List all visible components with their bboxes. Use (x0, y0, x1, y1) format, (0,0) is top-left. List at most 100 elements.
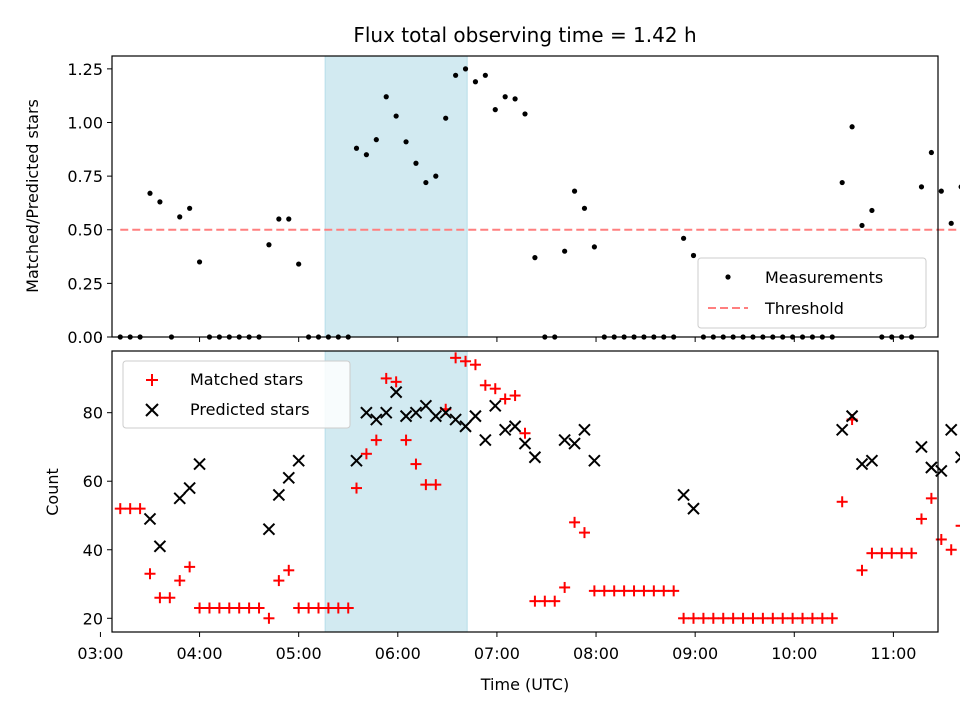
matched-star-point (134, 503, 146, 515)
bottom-axes-frame (111, 350, 939, 633)
top-ytick-label: 0.75 (67, 167, 103, 186)
predicted-stars-points (143, 385, 960, 553)
chart-title: Flux total observing time = 1.42 h (353, 23, 696, 47)
matched-star-point (945, 544, 957, 556)
top-legend: Measurements Threshold (697, 257, 927, 329)
measurement-point (413, 160, 419, 166)
measurement-point (177, 214, 183, 220)
predicted-star-point (687, 502, 700, 515)
matched-star-point (648, 585, 660, 597)
matched-star-point (836, 496, 848, 508)
predicted-star-point (578, 423, 591, 437)
measurement-point (472, 79, 479, 85)
matched-star-point (273, 575, 285, 587)
measurement-point (353, 145, 360, 151)
x-b (845, 409, 859, 423)
matched-star-point (638, 585, 650, 597)
matched-star-point (767, 612, 779, 624)
measurement-point (869, 207, 875, 214)
measurement-point (690, 252, 697, 259)
x-b (489, 399, 502, 413)
matched-star-point (203, 602, 215, 614)
matched-star-point (955, 524, 960, 527)
top-ytick-label: 0.50 (67, 221, 103, 240)
x-b (558, 433, 571, 447)
predicted-star-point (469, 409, 482, 423)
top-legend-box (697, 257, 927, 329)
x-b (449, 413, 462, 426)
top-ytick-label: 1.25 (67, 60, 103, 79)
predicted-star-point (350, 454, 363, 467)
matched-star-point (499, 393, 511, 405)
matched-star-point (737, 612, 749, 624)
x-b (508, 420, 522, 433)
x-b (292, 454, 305, 467)
matched-star-point (578, 527, 590, 539)
predicted-star-point (183, 481, 196, 495)
predicted-star-point (568, 437, 581, 450)
x-axis-label: Time (UTC) (480, 675, 569, 694)
measurement-point (187, 205, 193, 211)
measurement-point (147, 190, 153, 196)
predicted-star-point (272, 488, 286, 502)
matched-star-point (519, 427, 531, 439)
x-b (687, 502, 700, 515)
matched-star-point (906, 547, 918, 559)
measurement-point (849, 124, 855, 130)
x-b (193, 457, 206, 471)
predicted-star-point (429, 409, 442, 423)
x-b (568, 437, 581, 450)
matched-star-point (313, 602, 324, 614)
matched-star-point (184, 561, 196, 573)
matched-star-point (194, 602, 206, 614)
measurement-point (571, 188, 578, 194)
x-b (399, 409, 413, 423)
predicted-star-point (677, 488, 690, 502)
measurement-point (859, 222, 865, 229)
x-b (469, 409, 482, 423)
predicted-star-point (945, 423, 958, 437)
measurement-point (482, 72, 488, 78)
predicted-star-point (588, 454, 601, 467)
matched-star-point (342, 602, 354, 614)
measurement-point (423, 179, 429, 186)
x-b (865, 454, 879, 467)
bottom-xtick-label: 07:00 (474, 644, 520, 663)
matched-star-point (559, 581, 571, 593)
x-b (835, 423, 849, 437)
predicted-star-point (360, 406, 373, 419)
matched-star-point (549, 595, 561, 607)
measurement-point (918, 184, 925, 190)
predicted-star-point (459, 420, 472, 433)
x-b (945, 423, 958, 437)
measurement-point (393, 113, 399, 119)
matched-star-point (697, 612, 709, 624)
matched-star-point (350, 482, 362, 494)
legend-measurements-label: Measurements (765, 268, 883, 287)
measurement-point (928, 149, 934, 156)
bottom-xtick-label: 03:00 (77, 644, 123, 663)
predicted-star-point (380, 406, 393, 419)
x-b (677, 488, 690, 502)
matched-star-point (332, 602, 344, 614)
matched-star-point (806, 612, 818, 624)
matched-star-point (588, 585, 600, 597)
bottom-ytick-label: 20 (83, 609, 103, 628)
measurement-point (532, 255, 538, 261)
matched-star-point (529, 595, 541, 607)
measurement-point (502, 94, 508, 100)
matched-star-point (164, 592, 176, 604)
measurement-point (522, 111, 528, 117)
top-x-ticks (99, 337, 894, 342)
matched-star-point (876, 547, 888, 559)
predicted-star-point (449, 413, 462, 426)
x-b (262, 522, 276, 536)
x-b (459, 420, 472, 433)
top-axes-frame (111, 55, 939, 338)
bottom-y-ticks: 20 40 60 80 (83, 404, 112, 628)
x-b (479, 433, 492, 447)
matched-star-point (866, 547, 878, 559)
measurement-point (276, 216, 282, 222)
matched-star-point (154, 592, 166, 604)
matched-star-point (410, 458, 422, 470)
